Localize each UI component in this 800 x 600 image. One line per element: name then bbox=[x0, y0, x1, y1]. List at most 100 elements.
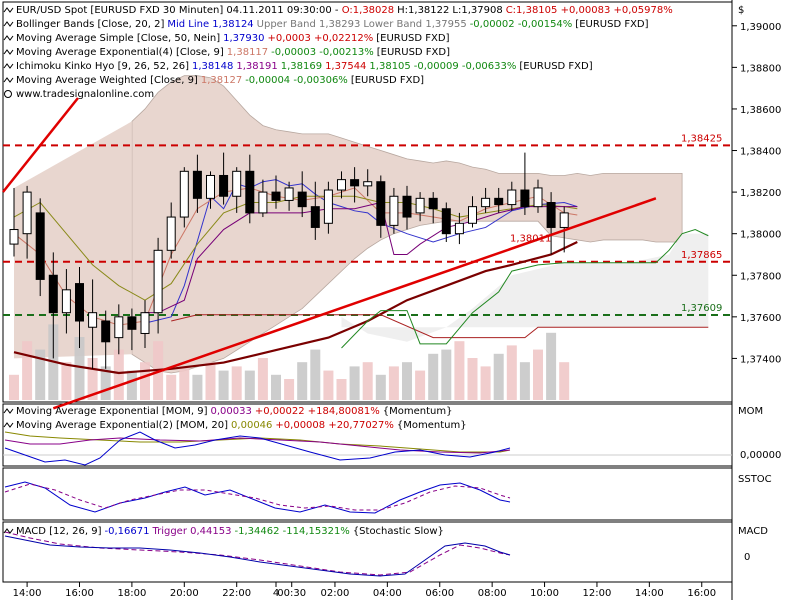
bollinger-band-area-left bbox=[14, 121, 132, 359]
legend-wma: Moving Average Weighted [Close, 9] 1,3812… bbox=[16, 75, 424, 86]
candle-body bbox=[454, 222, 464, 235]
candle-body bbox=[192, 170, 202, 199]
mom-legend-1: Moving Average Exponential [MOM, 9] 0,000… bbox=[16, 406, 452, 417]
price-pane: 1,38425 1,37865 1,37609 1,38011 bbox=[2, 75, 732, 410]
candle-body bbox=[258, 191, 268, 214]
sstoc-d-line bbox=[4, 483, 511, 511]
main-legend: EUR/USD Spot [EURUSD FXD 30 Minuten] 04.… bbox=[3, 5, 673, 100]
indicator-line-icon bbox=[3, 408, 14, 414]
candle-body bbox=[546, 202, 556, 228]
wma-line bbox=[13, 241, 578, 375]
currency-symbol: $ bbox=[738, 5, 744, 16]
candle-body bbox=[35, 212, 45, 280]
tenkan-line bbox=[171, 314, 709, 339]
trendline-left bbox=[2, 97, 79, 193]
x-tick-label: 08:00 bbox=[478, 588, 507, 599]
y-tick-label: 1,37800 bbox=[740, 271, 781, 282]
candle-body bbox=[520, 189, 530, 208]
sstoc-pane-label: SSTOC bbox=[738, 474, 772, 485]
indicator-line-icon bbox=[3, 422, 14, 428]
volume-bar bbox=[362, 362, 373, 400]
candle-body bbox=[468, 206, 477, 224]
legend-ichimoku: Ichimoku Kinko Hyo [9, 26, 52, 26] 1,3814… bbox=[16, 61, 593, 72]
y-tick-label: 1,38400 bbox=[740, 147, 781, 158]
price-label: 1,38011 bbox=[510, 234, 551, 245]
volume-bar bbox=[323, 370, 334, 400]
legend-bollinger: Bollinger Bands [Close, 20, 2] Mid Line 1… bbox=[16, 19, 649, 30]
volume-bar bbox=[349, 366, 360, 400]
macd-legend: MACD [12, 26, 9] -0,16671 Trigger 0,44153-… bbox=[16, 526, 444, 537]
x-tick-label: 16:00 bbox=[687, 588, 716, 599]
mom-raw-line bbox=[4, 431, 511, 466]
volume-bar bbox=[480, 366, 491, 400]
candle-body bbox=[507, 189, 517, 206]
x-tick-label: 02:00 bbox=[321, 588, 350, 599]
x-tick-label: 06:00 bbox=[425, 588, 454, 599]
trendline bbox=[2, 97, 657, 410]
volume-bar bbox=[74, 337, 85, 400]
candle-body bbox=[284, 187, 294, 201]
level-labels: 1,38425 1,37865 1,37609 1,38011 bbox=[510, 133, 722, 314]
time-axis: 14:00 16:00 18:00 20:00 22:00 400:30 02:00 04:0… bbox=[13, 582, 716, 599]
volume-bar bbox=[559, 362, 570, 400]
x-tick-label: 18:00 bbox=[117, 588, 146, 599]
macd-line bbox=[4, 535, 511, 577]
candle-body bbox=[48, 274, 58, 314]
candle-body bbox=[428, 197, 438, 210]
volume-bar bbox=[179, 366, 190, 400]
y-tick-label: 1,38000 bbox=[740, 230, 781, 241]
volume-bar bbox=[402, 362, 412, 400]
candle-body bbox=[166, 216, 176, 251]
candle-body bbox=[323, 189, 333, 224]
y-tick-label: 1,37600 bbox=[740, 313, 781, 324]
volume-bar bbox=[166, 374, 177, 400]
volume-bar bbox=[9, 374, 19, 400]
candle-body bbox=[494, 197, 504, 206]
level-label: 1,38425 bbox=[681, 133, 722, 144]
y-tick-label: 1,39000 bbox=[740, 22, 781, 33]
candle-body bbox=[88, 312, 98, 328]
volume-bar bbox=[100, 366, 111, 400]
level-label: 1,37609 bbox=[681, 303, 722, 314]
volume-bar bbox=[375, 374, 386, 400]
volume-bar bbox=[533, 349, 543, 400]
candle-body bbox=[114, 316, 124, 339]
trendline-main bbox=[52, 197, 657, 410]
candle-body bbox=[245, 170, 255, 214]
volume-bar bbox=[454, 341, 465, 400]
indicator-line-icon bbox=[3, 35, 14, 41]
indicator-line-icon bbox=[3, 77, 14, 83]
volume-bar bbox=[231, 366, 242, 400]
candle-body bbox=[337, 179, 346, 191]
mom-zero-tick: 0,00000 bbox=[740, 450, 781, 461]
indicator-line-icon bbox=[3, 63, 14, 69]
macd-zero-tick: 0 bbox=[744, 552, 750, 563]
volume-bar bbox=[441, 349, 452, 400]
volume-bar bbox=[205, 362, 216, 400]
volume-bar bbox=[113, 349, 124, 400]
x-tick-label: 4 bbox=[273, 588, 279, 599]
x-tick-label: 00:30 bbox=[277, 588, 306, 599]
x-tick-label: 10:00 bbox=[530, 588, 559, 599]
volume-bar bbox=[428, 353, 439, 400]
candle-body bbox=[271, 191, 281, 201]
volume-bar bbox=[546, 332, 557, 400]
candle-body bbox=[9, 229, 19, 245]
macd-pane-label: MACD bbox=[738, 526, 768, 537]
senkou-b-line bbox=[341, 228, 709, 349]
x-tick-label: 20:00 bbox=[170, 588, 199, 599]
x-tick-label: 12:00 bbox=[583, 588, 612, 599]
volume-bar bbox=[297, 362, 308, 400]
candle-body bbox=[533, 187, 543, 208]
sstoc-pane bbox=[4, 481, 511, 514]
candle-body bbox=[232, 170, 242, 197]
mom-pane bbox=[3, 431, 732, 466]
legend-ema4: Moving Average Exponential(4) [Close, 9]… bbox=[16, 47, 450, 58]
y-tick-label: 1,38800 bbox=[740, 63, 781, 74]
candle-body bbox=[219, 174, 229, 197]
legend-watermark: www.tradesignalonline.com bbox=[16, 89, 154, 100]
legend-icons bbox=[3, 7, 14, 98]
x-tick-label: 04:00 bbox=[373, 588, 402, 599]
volume-bar bbox=[35, 349, 46, 400]
